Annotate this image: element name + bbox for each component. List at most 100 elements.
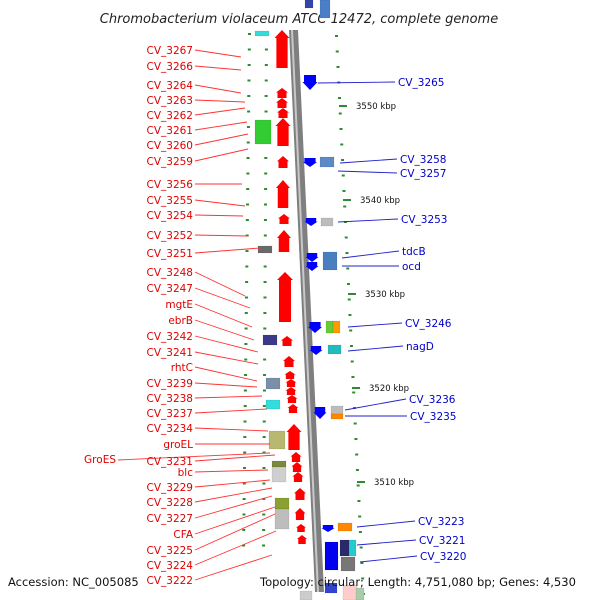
leader-line <box>337 170 398 174</box>
forward-gene-arrow <box>292 472 304 482</box>
leader-line <box>194 247 261 254</box>
tick-mark <box>357 500 361 502</box>
forward-gene-arrow <box>277 156 289 168</box>
tick-mark <box>352 391 356 394</box>
tick-mark <box>242 513 246 516</box>
forward-gene-arrow <box>277 108 289 118</box>
gene-block <box>274 508 290 530</box>
leader-line <box>317 81 396 84</box>
gene-label-left: CV_3260 <box>147 140 194 152</box>
gene-block <box>324 541 339 559</box>
gene-block <box>304 0 314 9</box>
tick-mark <box>245 250 249 252</box>
scale-tick <box>348 293 356 295</box>
gene-label-left: CV_3238 <box>147 393 194 405</box>
tick-mark <box>246 172 250 175</box>
gene-label-left: CV_3267 <box>147 45 194 57</box>
scale-tick <box>339 105 347 107</box>
gene-label-left: CV_3262 <box>147 110 194 122</box>
tick-mark <box>244 343 248 345</box>
leader-line <box>359 555 418 563</box>
tick-mark <box>246 126 250 128</box>
tick-mark <box>351 376 355 378</box>
leader-line <box>194 530 277 566</box>
tick-mark <box>359 546 363 549</box>
gene-label-left: CV_3241 <box>147 347 194 359</box>
forward-gene-arrow <box>285 387 297 395</box>
tick-mark <box>244 358 248 361</box>
leader-line <box>194 148 249 162</box>
tick-mark <box>361 577 365 580</box>
reverse-gene-arrow <box>304 218 318 226</box>
leader-line <box>347 345 404 352</box>
tick-mark <box>345 252 349 254</box>
gene-label-left: CV_3237 <box>147 408 194 420</box>
tick-mark <box>353 422 357 425</box>
tick-mark <box>264 157 268 159</box>
forward-gene-arrow <box>275 118 291 146</box>
leader-line <box>194 469 269 473</box>
tick-mark <box>262 420 266 423</box>
gene-label-left: CV_3227 <box>147 513 194 525</box>
reverse-gene-arrow <box>305 253 319 262</box>
tick-mark <box>263 327 267 330</box>
tick-mark <box>244 296 248 299</box>
gene-block <box>320 217 334 227</box>
forward-gene-arrow <box>286 395 298 403</box>
tick-mark <box>244 327 248 330</box>
leader-line <box>194 199 246 207</box>
gene-label-right: CV_3223 <box>418 516 465 528</box>
tick-mark <box>245 234 249 237</box>
tick-mark <box>243 436 247 438</box>
gene-label-right: CV_3221 <box>419 535 466 547</box>
forward-gene-arrow <box>287 404 299 413</box>
gene-label-left: CV_3247 <box>147 283 194 295</box>
gene-label-left: CV_3224 <box>147 560 194 572</box>
tick-mark <box>264 48 268 51</box>
gene-label-right: CV_3236 <box>409 394 456 406</box>
tick-mark <box>347 298 351 301</box>
gene-label-left: CV_3239 <box>147 378 194 390</box>
gene-label-left: CV_3255 <box>147 195 194 207</box>
gene-label-left: CV_3222 <box>147 575 194 587</box>
tick-mark <box>354 438 358 440</box>
tick-mark <box>262 389 266 392</box>
leader-line <box>194 214 244 217</box>
leader-line <box>356 539 417 546</box>
tick-mark <box>245 265 249 268</box>
reverse-gene-arrow <box>302 75 318 90</box>
leader-line <box>347 322 403 328</box>
tick-mark <box>246 203 250 206</box>
gene-label-left: CV_3229 <box>147 482 194 494</box>
tick-mark <box>244 312 248 314</box>
leader-line <box>194 427 269 432</box>
gene-label-left: CV_3242 <box>147 331 194 343</box>
forward-gene-arrow <box>281 336 293 346</box>
scale-label: 3510 kbp <box>374 478 414 488</box>
gene-block <box>324 556 339 571</box>
gene-label-right: ocd <box>402 261 421 273</box>
forward-gene-arrow <box>297 535 307 544</box>
leader-line <box>344 398 407 411</box>
tick-mark <box>360 562 364 564</box>
tick-mark <box>264 203 268 206</box>
scale-label: 3550 kbp <box>356 102 396 112</box>
reverse-strand-labels: CV_3265 CV_3258 CV_3257 CV_3253 tdcB ocd CV_32… <box>398 77 467 563</box>
reverse-gene-arrow <box>321 525 335 532</box>
tick-mark <box>340 143 344 146</box>
gene-label-left: CV_3263 <box>147 95 194 107</box>
leader-line <box>341 250 400 259</box>
gene-block <box>265 399 281 410</box>
leader-line <box>194 287 251 309</box>
tick-mark <box>341 174 345 177</box>
tick-mark <box>248 33 251 35</box>
accession-text: Accession: NC_005085 <box>8 575 139 589</box>
tick-mark <box>344 236 348 239</box>
gene-block <box>319 156 335 168</box>
tick-mark <box>263 219 267 221</box>
tick-mark <box>263 374 267 376</box>
tick-mark <box>262 436 266 438</box>
forward-gene-arrow <box>276 98 288 108</box>
gene-block <box>332 320 341 334</box>
tick-mark <box>335 50 339 53</box>
